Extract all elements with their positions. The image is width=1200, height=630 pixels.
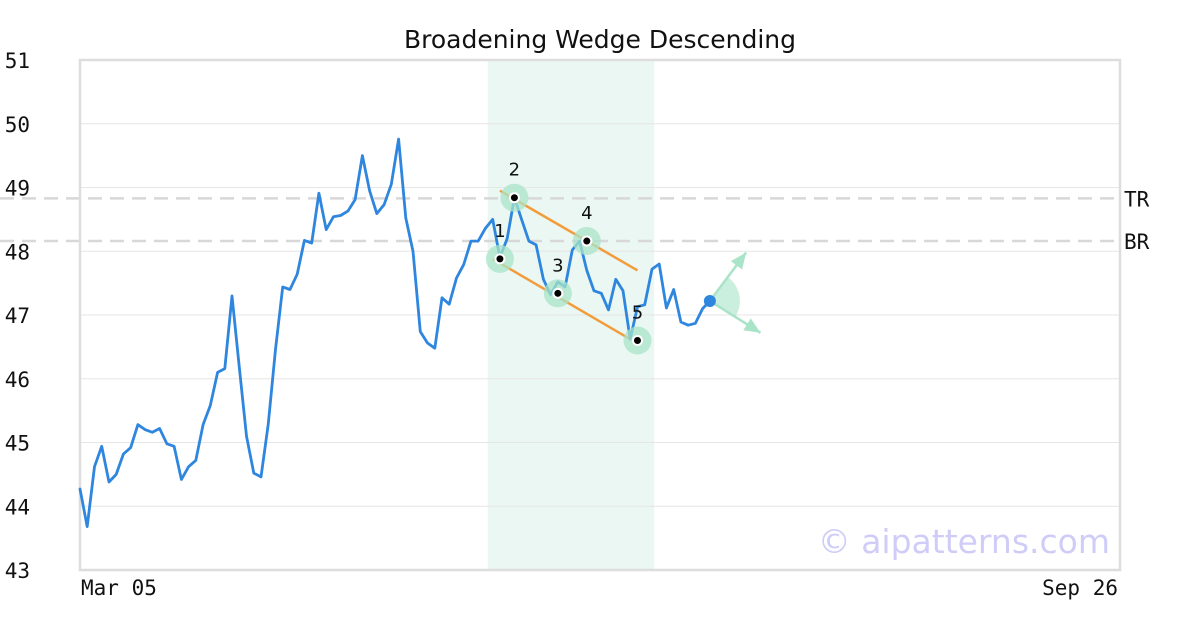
pivot-dot-2 bbox=[510, 194, 518, 202]
x-axis-tick-labels: Mar 05 Sep 26 bbox=[81, 576, 1118, 600]
last-price-dot bbox=[703, 294, 716, 307]
y-tick-label-45: 45 bbox=[5, 432, 30, 456]
pivot-label-5: 5 bbox=[632, 303, 643, 324]
x-tick-label-end: Sep 26 bbox=[1042, 576, 1118, 600]
reference-lines bbox=[0, 197, 1118, 243]
pivot-label-1: 1 bbox=[494, 221, 505, 242]
reference-label-br: BR bbox=[1124, 230, 1150, 254]
pivot-label-4: 4 bbox=[581, 203, 592, 224]
pivot-label-2: 2 bbox=[509, 160, 520, 181]
y-tick-label-44: 44 bbox=[5, 495, 30, 519]
projection-arrow-down-head bbox=[743, 318, 761, 333]
projection-wedge bbox=[709, 276, 740, 317]
pivot-dot-4 bbox=[583, 237, 591, 245]
pivot-dot-1 bbox=[496, 255, 504, 263]
plot-frame bbox=[78, 58, 1122, 572]
y-tick-label-48: 48 bbox=[5, 240, 30, 264]
pivot-dot-5 bbox=[633, 337, 641, 344]
chart-title: Broadening Wedge Descending bbox=[404, 25, 796, 54]
y-axis-tick-labels: 43 44 45 46 47 48 49 50 51 bbox=[5, 49, 30, 583]
y-tick-label-49: 49 bbox=[5, 177, 30, 201]
reference-label-tr: TR bbox=[1124, 187, 1150, 211]
y-tick-label-47: 47 bbox=[5, 304, 30, 328]
pivot-label-3: 3 bbox=[552, 255, 563, 276]
y-tick-label-46: 46 bbox=[5, 368, 30, 392]
gridlines bbox=[80, 123, 1120, 507]
y-tick-label-50: 50 bbox=[5, 113, 30, 137]
x-tick-label-start: Mar 05 bbox=[81, 576, 157, 600]
pivot-markers: 1 2 3 4 5 bbox=[485, 160, 652, 355]
projection-arrow-up-head bbox=[730, 252, 747, 270]
projection-arrows bbox=[703, 251, 762, 334]
y-tick-label-43: 43 bbox=[5, 559, 30, 583]
y-tick-label-51: 51 bbox=[5, 49, 30, 73]
price-line bbox=[78, 137, 712, 528]
watermark: © aipatterns.com bbox=[818, 522, 1110, 561]
pivot-dot-3 bbox=[554, 289, 562, 297]
reference-line-labels: TR BR bbox=[1124, 187, 1150, 254]
